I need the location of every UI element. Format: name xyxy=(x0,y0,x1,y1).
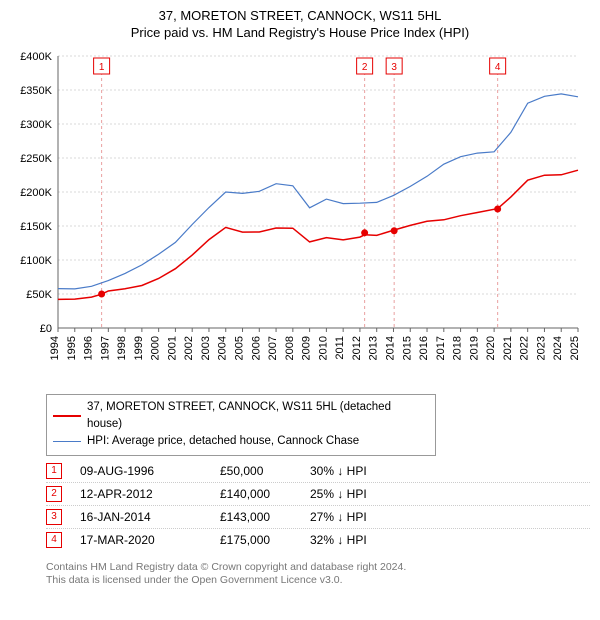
svg-text:£100K: £100K xyxy=(20,255,52,267)
sale-diff: 27% ↓ HPI xyxy=(310,510,420,524)
svg-text:2017: 2017 xyxy=(435,336,447,360)
sale-number-box: 1 xyxy=(46,463,62,479)
svg-text:2014: 2014 xyxy=(384,336,396,360)
legend-swatch xyxy=(53,415,81,417)
svg-text:1999: 1999 xyxy=(133,336,145,360)
sale-date: 09-AUG-1996 xyxy=(80,464,220,478)
svg-text:£150K: £150K xyxy=(20,221,52,233)
svg-text:2001: 2001 xyxy=(166,336,178,360)
sale-number-box: 3 xyxy=(46,509,62,525)
legend-box: 37, MORETON STREET, CANNOCK, WS11 5HL (d… xyxy=(46,394,436,456)
svg-text:2022: 2022 xyxy=(519,336,531,360)
sale-diff: 30% ↓ HPI xyxy=(310,464,420,478)
sale-date: 17-MAR-2020 xyxy=(80,533,220,547)
svg-text:2: 2 xyxy=(362,62,368,73)
svg-text:£350K: £350K xyxy=(20,85,52,97)
svg-text:£50K: £50K xyxy=(26,289,52,301)
svg-text:2010: 2010 xyxy=(317,336,329,360)
svg-text:2007: 2007 xyxy=(267,336,279,360)
sale-number-box: 2 xyxy=(46,486,62,502)
sale-date: 12-APR-2012 xyxy=(80,487,220,501)
svg-text:£250K: £250K xyxy=(20,153,52,165)
svg-text:4: 4 xyxy=(495,62,501,73)
legend-label: HPI: Average price, detached house, Cann… xyxy=(87,433,359,450)
svg-text:2015: 2015 xyxy=(401,336,413,360)
svg-text:2023: 2023 xyxy=(535,336,547,360)
footer-line2: This data is licensed under the Open Gov… xyxy=(46,574,590,588)
svg-text:2020: 2020 xyxy=(485,336,497,360)
legend-label: 37, MORETON STREET, CANNOCK, WS11 5HL (d… xyxy=(87,399,429,434)
footer-line1: Contains HM Land Registry data © Crown c… xyxy=(46,561,590,575)
svg-text:1994: 1994 xyxy=(49,336,61,360)
svg-text:2019: 2019 xyxy=(468,336,480,360)
sale-diff: 32% ↓ HPI xyxy=(310,533,420,547)
svg-text:2003: 2003 xyxy=(200,336,212,360)
svg-text:2021: 2021 xyxy=(502,336,514,360)
svg-text:£400K: £400K xyxy=(20,51,52,63)
sale-diff: 25% ↓ HPI xyxy=(310,487,420,501)
sales-row: 3 16-JAN-2014£143,00027% ↓ HPI xyxy=(46,506,590,529)
chart-area: £0 £50K £100K £150K £200K £250K £300K £350K £400… xyxy=(10,48,590,388)
svg-text:2002: 2002 xyxy=(183,336,195,360)
sales-table: 1 09-AUG-1996£50,00030% ↓ HPI 2 12-APR-2012… xyxy=(46,460,590,551)
line-chart-svg: £0 £50K £100K £150K £200K £250K £300K £350K £400… xyxy=(10,48,590,388)
sales-row: 4 17-MAR-2020£175,00032% ↓ HPI xyxy=(46,529,590,551)
legend-row: 37, MORETON STREET, CANNOCK, WS11 5HL (d… xyxy=(53,399,429,434)
legend-swatch xyxy=(53,441,81,442)
title-line1: 37, MORETON STREET, CANNOCK, WS11 5HL xyxy=(10,8,590,25)
footer-note: Contains HM Land Registry data © Crown c… xyxy=(46,561,590,588)
svg-text:£0: £0 xyxy=(40,323,52,335)
svg-text:2016: 2016 xyxy=(418,336,430,360)
svg-text:£300K: £300K xyxy=(20,119,52,131)
sale-price: £50,000 xyxy=(220,464,310,478)
svg-text:2009: 2009 xyxy=(301,336,313,360)
svg-text:£200K: £200K xyxy=(20,187,52,199)
svg-text:2018: 2018 xyxy=(452,336,464,360)
svg-text:1996: 1996 xyxy=(83,336,95,360)
svg-text:2008: 2008 xyxy=(284,336,296,360)
svg-text:1998: 1998 xyxy=(116,336,128,360)
svg-text:1: 1 xyxy=(99,62,105,73)
svg-text:1995: 1995 xyxy=(66,336,78,360)
sale-number-box: 4 xyxy=(46,532,62,548)
svg-text:2005: 2005 xyxy=(234,336,246,360)
svg-text:2000: 2000 xyxy=(150,336,162,360)
chart-container: 37, MORETON STREET, CANNOCK, WS11 5HL Pr… xyxy=(0,0,600,598)
svg-text:2024: 2024 xyxy=(552,336,564,360)
svg-text:2004: 2004 xyxy=(217,336,229,360)
svg-text:3: 3 xyxy=(391,62,397,73)
sales-row: 2 12-APR-2012£140,00025% ↓ HPI xyxy=(46,483,590,506)
sale-price: £175,000 xyxy=(220,533,310,547)
svg-text:2012: 2012 xyxy=(351,336,363,360)
svg-text:2006: 2006 xyxy=(250,336,262,360)
svg-text:2013: 2013 xyxy=(368,336,380,360)
sale-price: £143,000 xyxy=(220,510,310,524)
legend-row: HPI: Average price, detached house, Cann… xyxy=(53,433,429,450)
svg-text:1997: 1997 xyxy=(99,336,111,360)
sale-price: £140,000 xyxy=(220,487,310,501)
sales-row: 1 09-AUG-1996£50,00030% ↓ HPI xyxy=(46,460,590,483)
svg-text:2011: 2011 xyxy=(334,336,346,360)
title-line2: Price paid vs. HM Land Registry's House … xyxy=(10,25,590,42)
svg-text:2025: 2025 xyxy=(569,336,581,360)
sale-date: 16-JAN-2014 xyxy=(80,510,220,524)
